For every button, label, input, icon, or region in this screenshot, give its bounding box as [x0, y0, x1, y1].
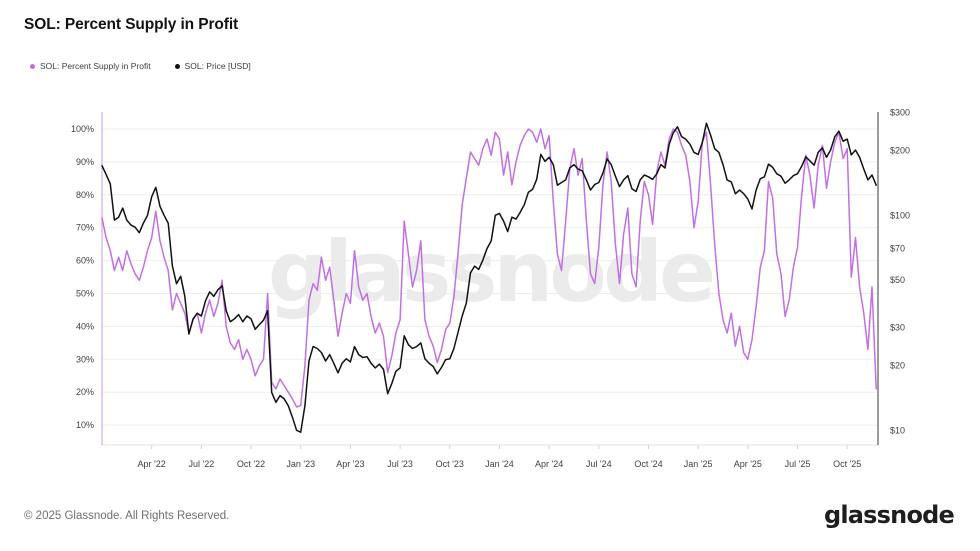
- left-axis-tick-label: 100%: [71, 124, 94, 134]
- x-axis-tick-label: Apr '23: [336, 459, 364, 469]
- x-axis-tick-label: Oct '23: [436, 459, 464, 469]
- left-axis-tick-label: 70%: [76, 223, 94, 233]
- legend-item-supply[interactable]: SOL: Percent Supply in Profit: [30, 61, 151, 71]
- x-axis-tick-label: Oct '24: [634, 459, 662, 469]
- x-axis-tick-label: Jul '22: [188, 459, 214, 469]
- x-axis-tick-label: Apr '22: [138, 459, 166, 469]
- left-axis-tick-label: 50%: [76, 289, 94, 299]
- legend-dot-price-icon: [174, 63, 180, 69]
- right-axis-tick-label: $70: [890, 244, 905, 254]
- left-axis-tick-label: 60%: [76, 256, 94, 266]
- x-axis-tick-label: Jul '24: [586, 459, 612, 469]
- glassnode-logo: glassnode: [823, 501, 955, 529]
- legend-item-price[interactable]: SOL: Price [USD]: [174, 61, 251, 71]
- right-axis-tick-label: $50: [890, 275, 905, 285]
- x-axis-tick-label: Jul '23: [387, 459, 413, 469]
- right-axis-tick-label: $200: [890, 146, 910, 156]
- x-axis-tick-label: Apr '25: [734, 459, 762, 469]
- x-axis-tick-label: Oct '25: [833, 459, 861, 469]
- legend-dot-supply-icon: [30, 63, 35, 69]
- left-axis-tick-label: 90%: [76, 157, 94, 167]
- x-axis-tick-label: Jan '24: [485, 459, 514, 469]
- left-axis-tick-label: 20%: [76, 387, 94, 397]
- left-axis-tick-label: 40%: [76, 321, 94, 331]
- supply-line: [101, 128, 877, 408]
- legend: SOL: Percent Supply in Profit SOL: Price…: [30, 61, 251, 71]
- copyright-text: © 2025 Glassnode. All Rights Reserved.: [24, 510, 230, 522]
- x-axis-tick-label: Jul '25: [785, 459, 811, 469]
- price-line: [101, 122, 877, 433]
- right-axis-tick-label: $10: [890, 425, 905, 435]
- right-axis-tick-label: $20: [890, 361, 905, 371]
- x-axis-tick-label: Jan '23: [286, 459, 315, 469]
- right-axis-tick-label: $100: [890, 210, 910, 220]
- x-axis-tick-label: Oct '22: [237, 459, 265, 469]
- x-axis-tick-label: Apr '24: [535, 459, 563, 469]
- legend-label-price: SOL: Price [USD]: [184, 61, 251, 71]
- right-axis-tick-label: $300: [890, 108, 910, 118]
- page-title: SOL: Percent Supply in Profit: [24, 16, 239, 33]
- left-axis-tick-label: 30%: [76, 354, 94, 364]
- legend-label-supply: SOL: Percent Supply in Profit: [40, 61, 151, 71]
- left-axis-tick-label: 10%: [76, 420, 94, 430]
- left-axis-tick-label: 80%: [76, 190, 94, 200]
- x-axis-tick-label: Jan '25: [684, 459, 713, 469]
- right-axis-tick-label: $30: [890, 323, 905, 333]
